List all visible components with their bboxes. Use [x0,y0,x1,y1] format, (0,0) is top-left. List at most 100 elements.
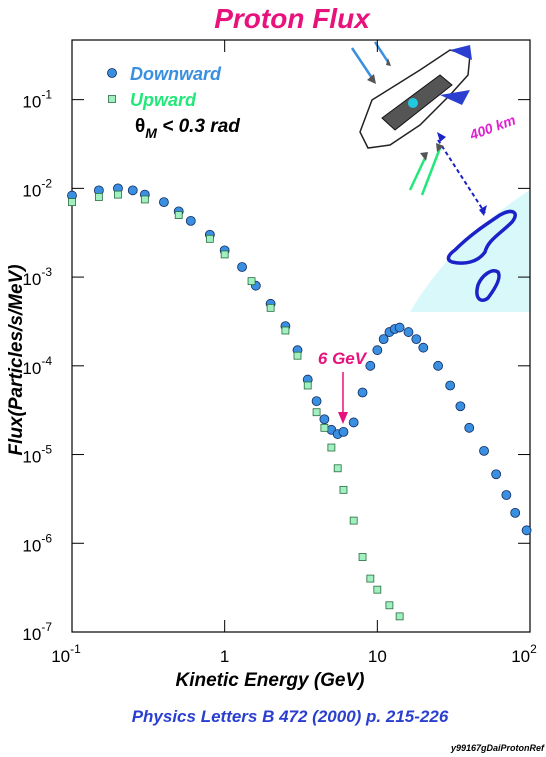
tick-exponent: -2 [41,176,52,190]
tick-label: 10-5 [22,443,52,467]
altitude-arrowheads [437,132,487,216]
tick-base: 1 [220,647,229,666]
altitude-label: 400 km [467,112,518,144]
down-arrow [350,47,374,79]
data-point [455,401,466,412]
tick-exponent: -6 [41,531,52,545]
island [475,269,501,302]
data-point [403,327,414,337]
data-point [205,234,214,243]
data-point [358,553,367,561]
tick-exponent: -3 [41,265,52,279]
tick-base: 10 [22,270,41,289]
chart-title: Proton Flux [214,3,371,34]
tick-label: 10-3 [22,265,52,289]
earth [410,190,530,312]
data-point [349,516,358,525]
data-point [68,198,76,207]
annotation: 6 GeV [318,349,368,368]
tick-base: 10 [51,647,70,666]
continent [446,209,517,265]
tick-base: 10 [22,93,41,112]
data-point [418,342,429,353]
shuttle-wing [440,45,472,105]
y-axis-label: Flux(Particles/s/MeV) [6,264,27,455]
data-point [281,326,290,335]
data-point [510,507,521,518]
legend-marker [107,68,117,78]
data-point [385,601,394,610]
data-point [174,211,183,219]
data-point [293,351,302,360]
data-point [237,262,247,272]
data-point [94,193,103,201]
data-point [220,250,229,259]
data-point [319,414,330,425]
data-point [372,345,383,356]
tick-exponent: -4 [41,354,52,368]
data-point [247,277,256,286]
tick-label: 102 [511,642,537,666]
tick-label: 1 [220,647,229,666]
tick-base: 10 [22,536,41,555]
data-point [266,303,275,312]
legend-marker [108,95,116,103]
data-point [433,360,443,371]
legend-label: Upward [130,90,197,110]
tick-label: 10-1 [22,88,52,112]
footer: y99167gDaiProtonRef [450,743,545,753]
data-point [479,445,489,456]
cut-label: θM < 0.3 rad [135,116,240,141]
data-point [114,190,122,199]
cut-subscript: M [145,125,157,141]
data-point [333,464,342,473]
legend-label: Downward [130,64,222,84]
tick-label: 10-1 [51,642,81,666]
tick-base: 10 [511,647,530,666]
data-point [501,490,512,500]
data-point [373,585,382,594]
x-axis-label: Kinetic Energy (GeV) [176,670,365,691]
cut-text: < 0.3 rad [157,116,240,137]
up-arrow [420,147,442,196]
tick-exponent: -1 [41,88,52,102]
data-point [357,387,368,398]
data-point [394,322,405,333]
data-point [378,334,389,345]
up-arrow [408,157,427,191]
data-point [445,380,456,391]
data-point [395,612,404,621]
tick-label: 10-4 [22,354,52,378]
tick-label: 10-2 [22,176,52,200]
data-point [464,422,475,433]
data-point [411,334,422,345]
data-point [320,423,329,432]
data-point [327,443,336,452]
data-point [338,426,349,437]
citation: Physics Letters B 472 (2000) p. 215-226 [132,707,449,726]
data-point [339,485,348,494]
tick-exponent: -7 [41,620,52,634]
data-point [365,360,376,371]
tick-label: 10-7 [22,620,52,644]
altitude-line [437,139,486,214]
tick-exponent: -1 [70,642,81,656]
data-point [366,574,375,583]
plot-frame [71,39,531,633]
tick-base: 10 [22,181,41,200]
tick-exponent: 2 [530,642,537,656]
tick-base: 10 [22,625,41,644]
data-point [127,185,138,196]
data-point [521,525,532,536]
tick-label: 10 [368,647,387,666]
detector [408,98,418,108]
illustration: 400 km [350,41,530,312]
data-point [348,417,359,428]
cut-symbol: θ [135,116,145,137]
data-point [140,195,149,204]
data-point [303,381,312,390]
tick-base: 10 [22,448,41,467]
data-point [185,215,196,226]
data-point [491,469,502,480]
